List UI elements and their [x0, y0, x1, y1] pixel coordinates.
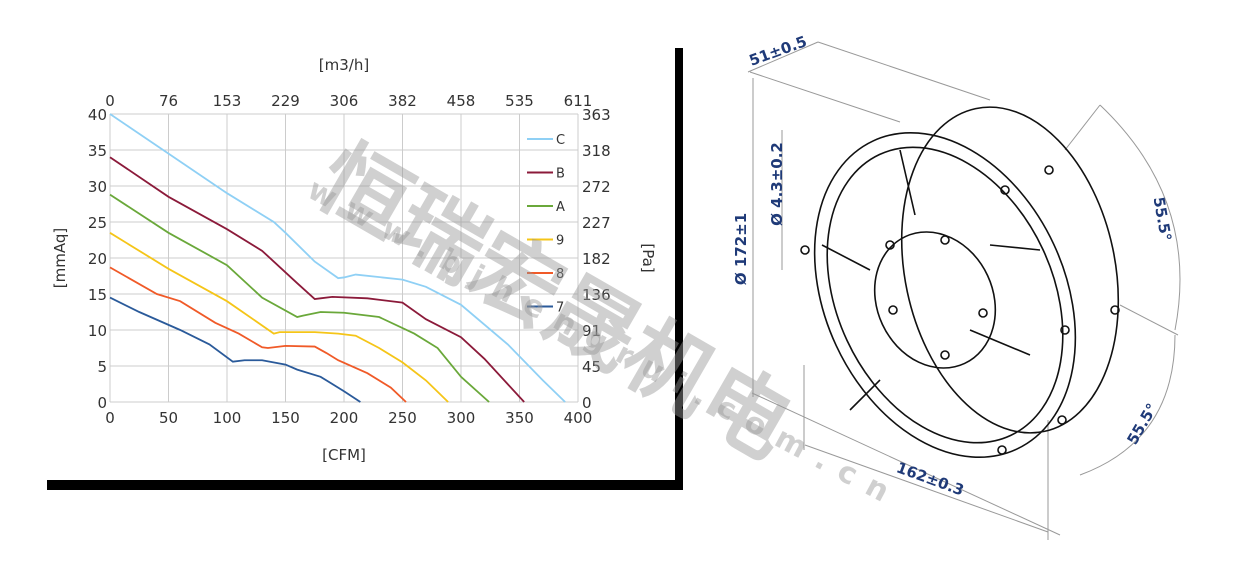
y-tick-label: 0: [97, 394, 107, 412]
y-tick-label: 30: [88, 178, 107, 196]
x-tick-label: 0: [105, 409, 115, 427]
x-tick-label: 50: [159, 409, 178, 427]
x2-tick-label: 229: [271, 92, 300, 110]
y-tick-label: 35: [88, 142, 107, 160]
frame-border-right: [675, 48, 683, 490]
x2-tick-label: 535: [505, 92, 534, 110]
y2-tick-label: 272: [582, 178, 611, 196]
mount-hole: [800, 245, 810, 255]
hole-dimension-label: Ø 4.3±0.2: [767, 142, 786, 226]
series-line-7: [109, 296, 361, 403]
y-tick-label: 15: [88, 286, 107, 304]
y-tick-label: 40: [88, 106, 107, 124]
x-tick-label: 350: [505, 409, 534, 427]
x-tick-label: 250: [388, 409, 417, 427]
series-line-C: [109, 113, 566, 403]
y2-tick-label: 227: [582, 214, 611, 232]
series-line-9: [109, 232, 449, 403]
legend-label-C: C: [556, 133, 565, 148]
x-tick-label: 150: [271, 409, 300, 427]
x-axis-label: [CFM]: [322, 446, 366, 464]
legend-label-8: 8: [556, 267, 564, 282]
x-tick-label: 200: [330, 409, 359, 427]
x2-tick-label: 382: [388, 92, 417, 110]
y2-tick-label: 91: [582, 322, 601, 340]
fan-front-ring: [813, 131, 1077, 459]
series-line-8: [109, 266, 407, 403]
legend-label-A: A: [556, 200, 565, 215]
legend-label-B: B: [556, 167, 565, 182]
dim-line-depth: [747, 41, 819, 73]
y2-tick-label: 363: [582, 106, 611, 124]
y-tick-label: 10: [88, 322, 107, 340]
fan-hub: [873, 231, 997, 369]
y2-tick-label: 136: [582, 286, 611, 304]
dim-arc-top: [1099, 104, 1181, 331]
y2-tick-label: 0: [582, 394, 592, 412]
fan-back-rim: [900, 106, 1120, 434]
x2-tick-label: 0: [105, 92, 115, 110]
legend-label-9: 9: [556, 234, 564, 249]
y2-tick-label: 45: [582, 358, 601, 376]
x2-tick-label: 76: [159, 92, 178, 110]
dim-arc-bottom: [1079, 334, 1176, 476]
y-tick-label: 5: [97, 358, 107, 376]
y-tick-label: 20: [88, 250, 107, 268]
y-axis-label: [mmAq]: [51, 228, 69, 288]
fan-curve-chart: 0050761001531502292003062503823004583505…: [51, 56, 657, 464]
series-line-A: [109, 193, 490, 403]
x2-axis-label: [m3/h]: [319, 56, 369, 74]
x-tick-label: 100: [213, 409, 242, 427]
series-line-B: [109, 156, 525, 403]
dim-line-width: [804, 444, 1049, 533]
legend-label-7: 7: [556, 301, 564, 316]
x2-tick-label: 611: [564, 92, 593, 110]
diameter-dimension-label: Ø 172±1: [732, 212, 751, 286]
x2-tick-label: 306: [330, 92, 359, 110]
x2-tick-label: 458: [447, 92, 476, 110]
y2-tick-label: 318: [582, 142, 611, 160]
y-tick-label: 25: [88, 214, 107, 232]
frame-border-bottom: [47, 480, 683, 490]
x-tick-label: 400: [564, 409, 593, 427]
y2-tick-label: 182: [582, 250, 611, 268]
y2-axis-label: [Pa]: [639, 243, 657, 272]
x2-tick-label: 153: [213, 92, 242, 110]
x-tick-label: 300: [447, 409, 476, 427]
